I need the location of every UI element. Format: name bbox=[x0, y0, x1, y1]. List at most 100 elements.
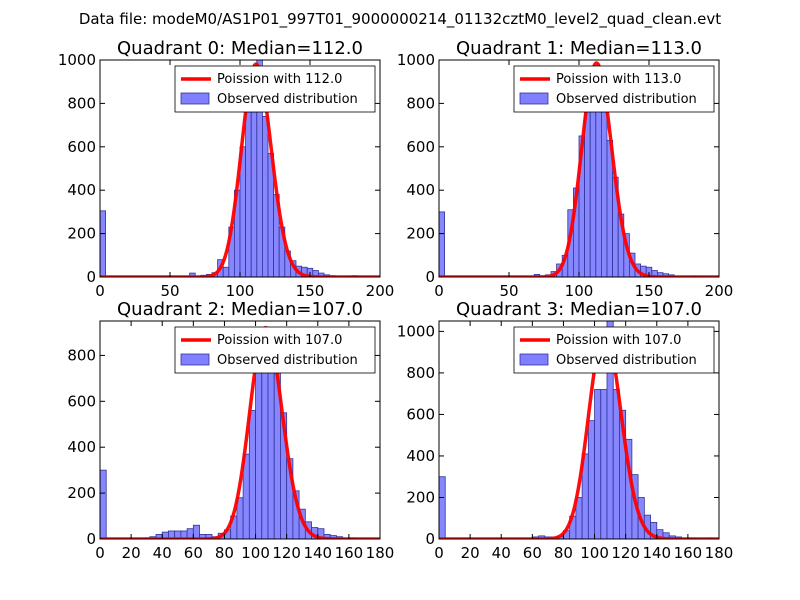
x-tick-label: 120 bbox=[272, 544, 301, 562]
legend-hist-swatch bbox=[519, 92, 549, 105]
plot-area bbox=[100, 325, 380, 539]
legend-hist-swatch bbox=[180, 92, 210, 105]
panel-2: Quadrant 2: Median=107.00 20 40 60 80 100 120 1… bbox=[67, 299, 394, 562]
hist-bar bbox=[222, 266, 230, 277]
x-tick-label: 40 bbox=[153, 544, 172, 562]
x-tick-label: 80 bbox=[215, 544, 234, 562]
x-tick-label: 180 bbox=[366, 544, 395, 562]
y-tick-label: 800 bbox=[67, 94, 96, 112]
x-tick-label: 120 bbox=[611, 544, 640, 562]
hist-bar bbox=[100, 469, 107, 539]
y-tick-label: 800 bbox=[406, 94, 435, 112]
x-tick-label: 100 bbox=[565, 282, 594, 300]
x-tick-label: 50 bbox=[160, 282, 179, 300]
hist-bar bbox=[600, 389, 608, 539]
y-tick-label: 1000 bbox=[397, 322, 435, 340]
plot-area bbox=[100, 60, 380, 277]
x-tick-label: 200 bbox=[366, 282, 395, 300]
legend-hist-label: Observed distribution bbox=[556, 353, 697, 368]
x-tick-label: 100 bbox=[241, 544, 270, 562]
hist-bar bbox=[192, 524, 200, 539]
y-tick-label: 0 bbox=[425, 268, 435, 286]
panel-title: Quadrant 3: Median=107.0 bbox=[456, 299, 702, 320]
legend-line-label: Poission with 112.0 bbox=[217, 72, 342, 87]
legend-hist-label: Observed distribution bbox=[217, 92, 358, 107]
x-tick-label: 20 bbox=[122, 544, 141, 562]
y-tick-label: 400 bbox=[67, 438, 96, 456]
y-tick-label: 1000 bbox=[397, 51, 435, 69]
x-tick-label: 0 bbox=[434, 282, 444, 300]
hist-bar bbox=[587, 420, 595, 539]
y-tick-label: 200 bbox=[406, 488, 435, 506]
x-tick-label: 0 bbox=[95, 544, 105, 562]
poisson-curve bbox=[100, 62, 380, 277]
plot-area bbox=[439, 61, 719, 277]
legend: Poission with 107.0 Observed distribution bbox=[513, 326, 715, 374]
hist-bar bbox=[261, 116, 269, 277]
y-tick-label: 400 bbox=[406, 181, 435, 199]
axes-frame bbox=[438, 320, 720, 540]
x-tick-label: 160 bbox=[335, 544, 364, 562]
x-tick-label: 100 bbox=[580, 544, 609, 562]
legend-hist-label: Observed distribution bbox=[217, 353, 358, 368]
x-tick-label: 50 bbox=[499, 282, 518, 300]
hist-bar bbox=[100, 210, 106, 277]
y-tick-label: 1000 bbox=[58, 51, 96, 69]
y-tick-label: 200 bbox=[67, 225, 96, 243]
legend-hist-swatch bbox=[180, 353, 210, 366]
legend-line-label: Poission with 113.0 bbox=[556, 72, 681, 87]
y-tick-label: 400 bbox=[67, 181, 96, 199]
x-tick-label: 0 bbox=[434, 544, 444, 562]
y-tick-label: 200 bbox=[406, 225, 435, 243]
y-tick-label: 400 bbox=[406, 447, 435, 465]
y-tick-label: 0 bbox=[86, 268, 96, 286]
x-tick-label: 100 bbox=[226, 282, 255, 300]
y-tick-label: 600 bbox=[406, 138, 435, 156]
x-tick-label: 20 bbox=[461, 544, 480, 562]
panel-3: Quadrant 3: Median=107.00 20 40 60 80 100 120 1… bbox=[397, 299, 734, 562]
panel-1: Quadrant 1: Median=113.0 0 50 100 150 200 0 200… bbox=[397, 38, 734, 300]
x-tick-label: 180 bbox=[705, 544, 734, 562]
x-tick-label: 160 bbox=[674, 544, 703, 562]
legend: Poission with 112.0 Observed distribution bbox=[174, 65, 376, 113]
y-tick-label: 600 bbox=[67, 392, 96, 410]
panel-title: Quadrant 0: Median=112.0 bbox=[117, 38, 363, 59]
x-tick-label: 60 bbox=[523, 544, 542, 562]
legend-box bbox=[513, 65, 715, 113]
panels: Quadrant 0: Median=112.00 50 100 150 2000200… bbox=[58, 38, 734, 562]
hist-bar bbox=[245, 111, 252, 277]
x-tick-label: 140 bbox=[303, 544, 332, 562]
hist-bar bbox=[250, 111, 258, 277]
y-tick-label: 0 bbox=[425, 530, 435, 548]
legend-line-label: Poission with 107.0 bbox=[217, 333, 342, 348]
legend: Poission with 107.0 Observed distribution bbox=[174, 326, 376, 374]
hist-bar bbox=[584, 109, 591, 277]
y-tick-label: 0 bbox=[86, 530, 96, 548]
x-tick-label: 40 bbox=[492, 544, 511, 562]
y-tick-label: 800 bbox=[406, 364, 435, 382]
hist-bar bbox=[439, 476, 446, 539]
panel-0: Quadrant 0: Median=112.0 0 50 100 150 200 0 200… bbox=[58, 38, 395, 300]
figure-title: Data file: modeM0/AS1P01_997T01_90000002… bbox=[79, 10, 721, 29]
y-tick-label: 200 bbox=[67, 484, 96, 502]
y-tick-label: 600 bbox=[67, 138, 96, 156]
hist-bar bbox=[255, 350, 263, 539]
axes-frame bbox=[99, 320, 381, 540]
hist-bar bbox=[261, 368, 269, 539]
x-tick-label: 150 bbox=[635, 282, 664, 300]
legend-hist-swatch bbox=[519, 353, 549, 366]
x-tick-label: 80 bbox=[554, 544, 573, 562]
hist-bar bbox=[317, 528, 325, 539]
x-tick-label: 200 bbox=[705, 282, 734, 300]
hist-bar bbox=[589, 105, 597, 277]
poisson-curve bbox=[439, 61, 719, 277]
legend-hist-label: Observed distribution bbox=[556, 92, 697, 107]
x-tick-label: 0 bbox=[95, 282, 105, 300]
panel-title: Quadrant 1: Median=113.0 bbox=[456, 38, 702, 59]
y-tick-label: 800 bbox=[67, 346, 96, 364]
hist-bar bbox=[248, 410, 256, 539]
y-tick-label: 600 bbox=[406, 405, 435, 423]
legend-line-label: Poission with 107.0 bbox=[556, 333, 681, 348]
panel-title: Quadrant 2: Median=107.0 bbox=[117, 299, 363, 320]
x-tick-label: 140 bbox=[642, 544, 671, 562]
